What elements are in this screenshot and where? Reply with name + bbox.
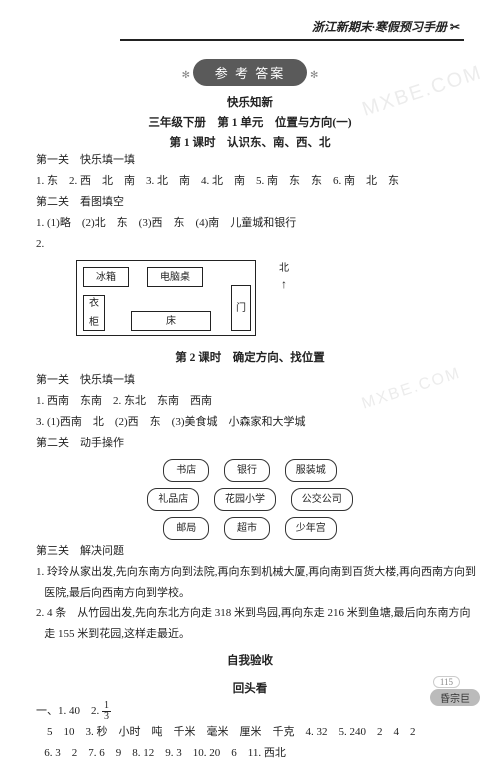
- oval-school: 花园小学: [214, 488, 276, 511]
- header-rule: [120, 39, 464, 41]
- l1-pass2-line1: 1. (1)略 (2)北 东 (3)西 东 (4)南 儿童城和银行: [36, 213, 464, 234]
- oval-clothing: 服装城: [285, 459, 337, 482]
- l1-pass1-label: 第一关 快乐填一填: [36, 150, 464, 171]
- lesson1-title: 第 1 课时 认识东、南、西、北: [0, 134, 500, 150]
- oval-market: 超市: [224, 517, 270, 540]
- l2-q2b: 走 155 米到花园,这样走最近。: [36, 624, 464, 645]
- content-body: 第一关 快乐填一填 1. 东 2. 西 北 南 3. 北 南 4. 北 南 5.…: [0, 150, 500, 764]
- room-diagram: 冰箱 电脑桌 衣 柜 床 门 北 ↑: [76, 260, 464, 344]
- l1-pass2-item2: 2.: [36, 234, 464, 255]
- heading-happy: 快乐知新: [0, 94, 500, 110]
- heading-unit: 三年级下册 第 1 单元 位置与方向(一): [0, 114, 500, 130]
- deco-left: ✻: [182, 70, 190, 81]
- oval-row-1: 书店 银行 服装城: [36, 458, 464, 483]
- scissors-icon: ✂: [450, 20, 460, 34]
- page-header: 浙江新期末·寒假预习手册 ✂: [0, 0, 500, 37]
- self-check-title: 自我验收: [36, 651, 464, 673]
- box-wardrobe: 衣 柜: [83, 295, 105, 331]
- oval-bank: 银行: [224, 459, 270, 482]
- title-badge: ✻ 参 考 答案 ✻: [0, 59, 500, 86]
- answers-line2: 6. 3 2 7. 6 9 8. 12 9. 3 10. 20 6 11. 西北: [36, 743, 464, 764]
- box-door: 门: [231, 285, 251, 331]
- l2-q1a: 1. 玲玲从家出发,先向东南方向到法院,再向东到机械大厦,再向南到百货大楼,再向…: [36, 562, 464, 583]
- look-back-title: 回头看: [36, 679, 464, 701]
- deco-right: ✻: [310, 70, 318, 81]
- l2-q2a: 2. 4 条 从竹园出发,先向东北方向走 318 米到鸟园,再向东走 216 米…: [36, 603, 464, 624]
- lesson2-title: 第 2 课时 确定方向、找位置: [36, 348, 464, 370]
- oval-bookstore: 书店: [163, 459, 209, 482]
- north-label: 北: [279, 259, 289, 278]
- oval-row-2: 礼品店 花园小学 公交公司: [36, 487, 464, 512]
- fraction: 13: [102, 701, 111, 722]
- l2-pass1-line1: 1. 西南 东南 2. 东北 东南 西南: [36, 391, 464, 412]
- answers-line1: 一、1. 40 2. 13 5 10 3. 秒 小时 吨 千米 毫米 厘米 千克…: [36, 701, 464, 743]
- ans1a: 一、1. 40 2.: [36, 705, 102, 717]
- oval-palace: 少年宫: [285, 517, 337, 540]
- l1-pass1-line1: 1. 东 2. 西 北 南 3. 北 南 4. 北 南 5. 南 东 东 6. …: [36, 171, 464, 192]
- ans1b: 5 10 3. 秒 小时 吨 千米 毫米 厘米 千克 4. 32 5. 240 …: [36, 726, 416, 738]
- oval-bus: 公交公司: [291, 488, 353, 511]
- l2-q1b: 医院,最后向西南方向到学校。: [36, 583, 464, 604]
- footer-badge: 昏宗巨: [430, 689, 480, 706]
- header-text: 浙江新期末·寒假预习手册: [312, 20, 447, 34]
- box-fridge: 冰箱: [83, 267, 129, 287]
- wardrobe-top: 衣: [89, 294, 99, 313]
- oval-gift: 礼品店: [147, 488, 199, 511]
- wardrobe-bot: 柜: [89, 313, 99, 332]
- l2-pass3-label: 第三关 解决问题: [36, 541, 464, 562]
- title-badge-text: 参 考 答案: [193, 59, 308, 86]
- box-desk: 电脑桌: [147, 267, 203, 287]
- l2-pass1-line2: 3. (1)西南 北 (2)西 东 (3)美食城 小森家和大学城: [36, 412, 464, 433]
- oval-row-3: 邮局 超市 少年宫: [36, 516, 464, 541]
- l2-pass1-label: 第一关 快乐填一填: [36, 370, 464, 391]
- l2-pass2-label: 第二关 动手操作: [36, 433, 464, 454]
- north-arrow-icon: ↑: [279, 278, 289, 290]
- page-number: 115: [433, 676, 460, 688]
- l1-pass2-label: 第二关 看图填空: [36, 192, 464, 213]
- north-indicator: 北 ↑: [279, 259, 289, 290]
- frac-d: 3: [102, 712, 111, 722]
- box-bed: 床: [131, 311, 211, 331]
- oval-post: 邮局: [163, 517, 209, 540]
